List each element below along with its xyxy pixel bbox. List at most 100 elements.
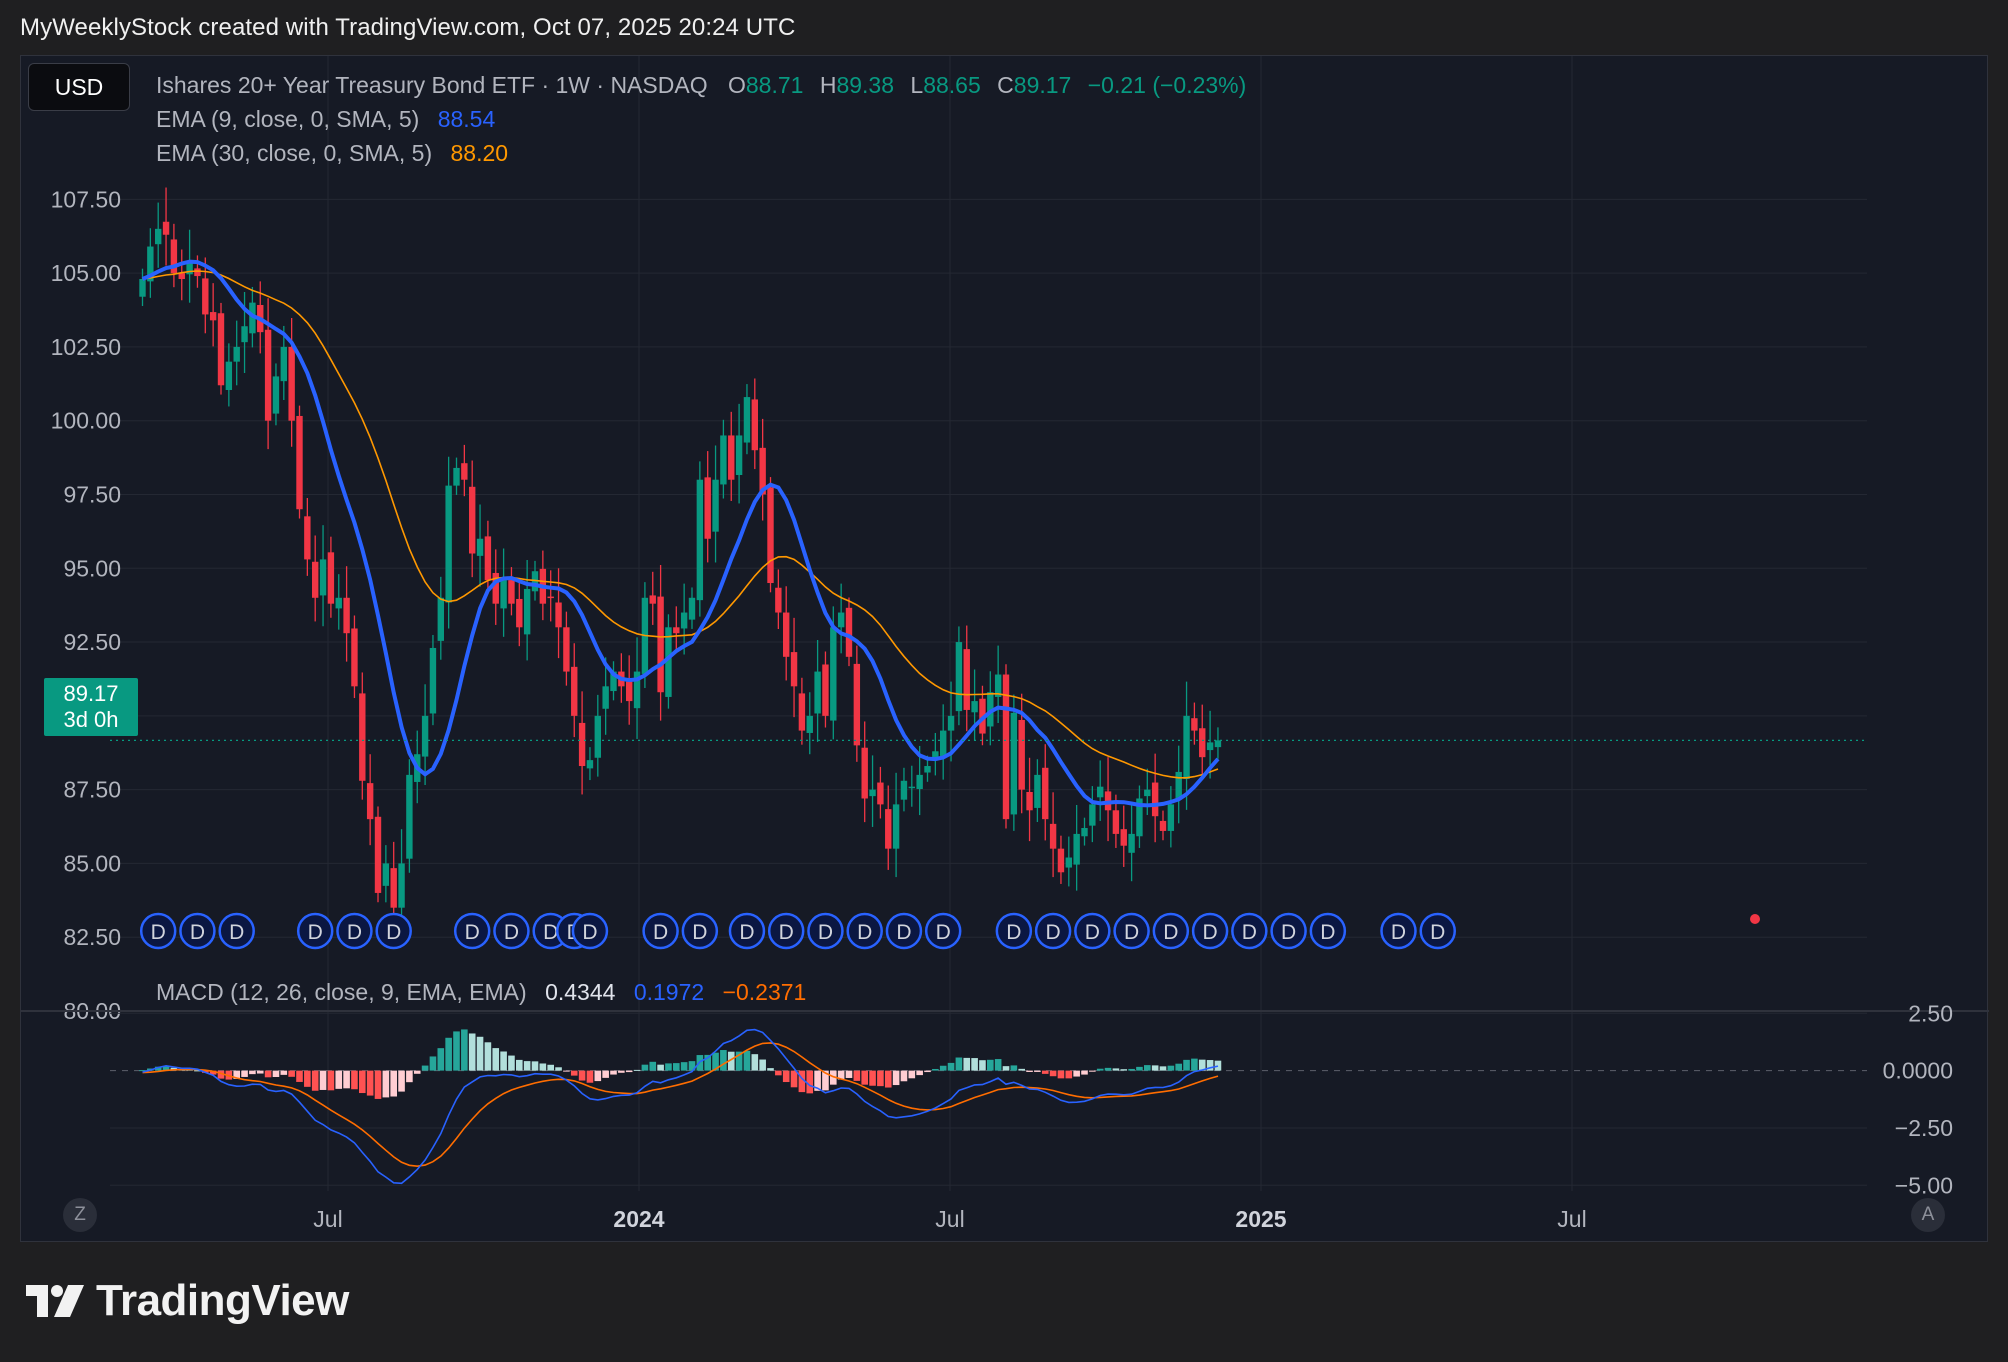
macd-histogram-bar bbox=[900, 1070, 908, 1082]
candle-body bbox=[390, 868, 397, 908]
candle-body bbox=[563, 627, 570, 672]
ema30-line bbox=[142, 270, 1219, 779]
candle-body bbox=[971, 701, 978, 713]
macd-histogram-bar bbox=[947, 1062, 955, 1071]
macd-histogram-bar bbox=[233, 1070, 240, 1079]
candle-body bbox=[1018, 719, 1025, 790]
candle-body bbox=[304, 516, 311, 560]
macd-histogram-bar bbox=[139, 1070, 146, 1072]
macd-histogram-bar bbox=[782, 1070, 790, 1083]
dividend-marker-label: D bbox=[151, 921, 166, 944]
candle-body bbox=[657, 596, 664, 693]
macd-histogram-bar bbox=[390, 1070, 397, 1097]
dividend-marker-label: D bbox=[818, 921, 833, 944]
macd-histogram-bar bbox=[971, 1058, 978, 1071]
macd-line bbox=[142, 1028, 1219, 1185]
macd-histogram-bar bbox=[610, 1070, 617, 1075]
macd-histogram-bar bbox=[641, 1064, 649, 1071]
candle-body bbox=[994, 674, 1002, 697]
candle-body bbox=[312, 561, 319, 598]
dividend-marker-label: D bbox=[1242, 921, 1257, 944]
dividend-marker bbox=[681, 912, 719, 950]
candle-body bbox=[900, 780, 908, 800]
macd-histogram-bar bbox=[484, 1042, 492, 1071]
dividend-marker bbox=[885, 912, 923, 950]
dividend-marker-label: D bbox=[1124, 921, 1139, 944]
macd-histogram-bar bbox=[516, 1059, 523, 1071]
candle-body bbox=[186, 261, 193, 275]
auto-scale-button[interactable]: A bbox=[1911, 1198, 1945, 1232]
open-label: O bbox=[727, 72, 746, 98]
candle-body bbox=[406, 774, 413, 859]
candle-body bbox=[649, 595, 656, 604]
y-tick-label: 107.50 bbox=[51, 186, 121, 212]
macd-histogram-bar bbox=[806, 1070, 814, 1094]
ema9-label: EMA (9, close, 0, SMA, 5) bbox=[156, 106, 420, 132]
tradingview-logo-icon bbox=[26, 1285, 84, 1317]
dividend-marker-label: D bbox=[386, 921, 401, 944]
candle-body bbox=[366, 783, 374, 820]
candle-body bbox=[885, 809, 892, 849]
dividend-marker-label: D bbox=[1203, 921, 1218, 944]
macd-histogram-bar bbox=[1034, 1070, 1041, 1072]
dividend-marker bbox=[1380, 912, 1417, 950]
macd-histogram-bar bbox=[892, 1070, 900, 1086]
ema30-label: EMA (30, close, 0, SMA, 5) bbox=[156, 140, 433, 166]
macd-y-tick-label: 2.50 bbox=[1908, 1000, 1953, 1026]
zoom-button[interactable]: Z bbox=[63, 1198, 97, 1232]
candle-body bbox=[272, 376, 280, 414]
macd-histogram-bar bbox=[382, 1070, 390, 1098]
macd-histogram-bar bbox=[406, 1070, 413, 1083]
dividend-marker bbox=[1074, 912, 1111, 950]
candle-body bbox=[1136, 798, 1143, 837]
candle-body bbox=[280, 346, 287, 382]
candle-body bbox=[484, 536, 492, 581]
chart-frame[interactable]: 107.50105.00102.50100.0097.5095.0092.509… bbox=[20, 55, 1989, 1243]
dividend-marker bbox=[924, 912, 962, 950]
macd-histogram-bar bbox=[359, 1070, 366, 1094]
macd-histogram-bar bbox=[751, 1054, 759, 1071]
macd-histogram-bar bbox=[853, 1070, 861, 1081]
macd-histogram-bar bbox=[194, 1070, 201, 1072]
macd-histogram-bar bbox=[468, 1033, 476, 1071]
macd-histogram-bar bbox=[500, 1051, 507, 1071]
macd-legend: MACD (12, 26, close, 9, EMA, EMA) 0.4344… bbox=[156, 979, 806, 1006]
chart-canvas[interactable]: 107.50105.00102.50100.0097.5095.0092.509… bbox=[21, 56, 1989, 1243]
candle-body bbox=[359, 693, 366, 781]
candle-body bbox=[720, 435, 727, 485]
y-tick-label: 97.50 bbox=[63, 481, 121, 507]
macd-histogram-bar bbox=[304, 1070, 311, 1087]
y-tick-label: 100.00 bbox=[51, 408, 121, 434]
macd-histogram-bar bbox=[547, 1064, 554, 1071]
dividend-marker-label: D bbox=[653, 921, 668, 944]
candle-body bbox=[665, 627, 672, 697]
footer-logo: TradingView bbox=[24, 1276, 349, 1326]
currency-button[interactable]: USD bbox=[28, 63, 130, 111]
macd-histogram-bar bbox=[688, 1061, 696, 1071]
macd-histogram-bar bbox=[767, 1068, 774, 1071]
macd-histogram-bar bbox=[578, 1070, 586, 1081]
ema30-legend: EMA (30, close, 0, SMA, 5) 88.20 bbox=[156, 140, 508, 167]
macd-histogram-bar bbox=[673, 1063, 680, 1071]
symbol-legend: Ishares 20+ Year Treasury Bond ETF · 1W … bbox=[156, 72, 1246, 99]
candle-body bbox=[586, 760, 594, 769]
macd-histogram-bar bbox=[657, 1064, 664, 1071]
macd-histogram-bar bbox=[790, 1070, 798, 1088]
candle-body bbox=[798, 693, 806, 731]
candle-body bbox=[712, 479, 719, 532]
candle-body bbox=[602, 686, 609, 709]
macd-histogram-bar bbox=[845, 1070, 853, 1078]
macd-histogram-bar bbox=[374, 1070, 382, 1099]
macd-histogram-bar bbox=[939, 1065, 947, 1071]
macd-histogram-bar bbox=[1065, 1070, 1073, 1079]
low-label: L bbox=[910, 72, 924, 98]
dividend-marker-label: D bbox=[190, 921, 205, 944]
candle-body bbox=[924, 766, 931, 773]
dividend-marker-label: D bbox=[347, 921, 362, 944]
candle-body bbox=[1002, 674, 1010, 820]
candle-body bbox=[680, 612, 688, 629]
candle-body bbox=[869, 789, 876, 797]
macd-histogram-bar bbox=[1081, 1070, 1088, 1075]
candle-body bbox=[932, 751, 939, 759]
y-tick-label: 95.00 bbox=[63, 555, 121, 581]
